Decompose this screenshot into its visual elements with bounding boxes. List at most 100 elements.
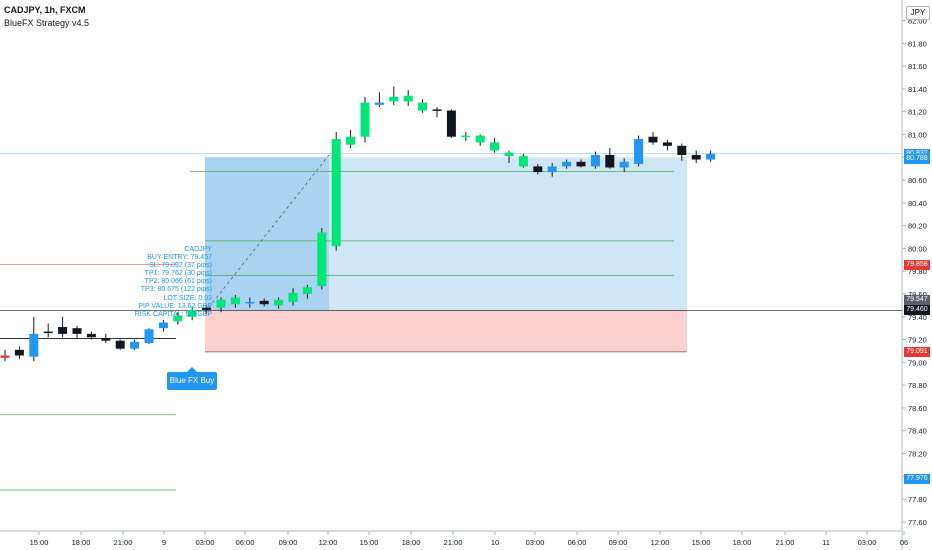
- price-tick-label: 80.60: [908, 176, 927, 185]
- trade-info-pip: PIP VALUE: 13.62 GBP: [138, 302, 212, 310]
- candle: [648, 132, 658, 145]
- candle: [403, 90, 413, 106]
- candle: [691, 150, 701, 163]
- candle: [58, 316, 68, 338]
- candle: [302, 284, 312, 299]
- currency-badge[interactable]: JPY: [906, 6, 930, 20]
- price-tick-label: 78.60: [908, 404, 927, 413]
- candle: [576, 159, 586, 168]
- candle: [29, 316, 39, 362]
- candle-body: [317, 232, 327, 287]
- price-tick-label: 80.00: [908, 244, 927, 253]
- buy-signal-label[interactable]: Blue FX Buy: [167, 367, 217, 390]
- candle: [115, 339, 125, 350]
- candle: [518, 153, 528, 168]
- candle-body: [677, 145, 687, 155]
- price-tag: 79.858: [904, 259, 930, 270]
- price-tag: 80.788: [904, 153, 930, 164]
- price-tag: 79.091: [904, 346, 930, 357]
- time-tick-label: 06:00: [568, 538, 587, 547]
- price-tick-label: 81.20: [908, 108, 927, 117]
- candle-body: [72, 328, 82, 334]
- candle-body: [605, 154, 615, 168]
- candle: [317, 227, 327, 290]
- candle-body: [576, 161, 586, 167]
- candle-body: [302, 287, 312, 294]
- candle: [72, 325, 82, 339]
- candlestick-series: [0, 86, 716, 362]
- candle-body: [346, 136, 356, 145]
- candle: [288, 288, 298, 306]
- candle: [446, 109, 456, 138]
- candle: [130, 339, 140, 350]
- candle-body: [518, 156, 528, 167]
- candle-body: [562, 161, 572, 167]
- candle-body: [331, 139, 341, 247]
- candle-body: [14, 349, 24, 356]
- candle: [230, 295, 240, 308]
- price-tick-label: 80.40: [908, 199, 927, 208]
- candle: [475, 134, 485, 146]
- time-tick-label: 18:00: [733, 538, 752, 547]
- price-tick-label: 81.80: [908, 39, 927, 48]
- trade-info-sl: SL: 79.092 (37 pips): [148, 262, 212, 270]
- trade-info-tp3: TP3: 80.675 (122 pips): [140, 286, 212, 294]
- candle: [662, 140, 672, 151]
- candle: [504, 150, 514, 163]
- price-tick-label: 78.80: [908, 381, 927, 390]
- candle-body: [389, 96, 399, 102]
- candle-body: [706, 153, 716, 160]
- candle-body: [43, 331, 53, 334]
- price-tick-label: 78.20: [908, 450, 927, 459]
- price-tick-label: 77.60: [908, 518, 927, 527]
- time-tick-label: 18:00: [72, 538, 91, 547]
- candle: [432, 107, 442, 118]
- trade-zones: [204, 154, 687, 352]
- trade-info-panel: CADJPY BUY ENTRY: 79.457 SL: 79.092 (37 …: [135, 246, 212, 319]
- candle: [86, 331, 96, 340]
- candle-body: [446, 110, 456, 137]
- time-tick-label: 06: [900, 538, 908, 547]
- price-tick-label: 79.60: [908, 290, 927, 299]
- candle-body: [360, 102, 370, 137]
- candle: [259, 298, 269, 307]
- candle: [374, 92, 384, 108]
- candle-body: [230, 297, 240, 305]
- time-tick-label: 21:00: [444, 538, 463, 547]
- candle-body: [0, 355, 10, 358]
- candle: [202, 305, 212, 314]
- trade-info-risk: RISK CAPITAL: 6.9 GBP: [134, 310, 212, 318]
- price-tag: 79.547: [904, 295, 930, 306]
- candle-body: [130, 341, 140, 349]
- candle: [158, 320, 168, 332]
- candle-body: [202, 307, 212, 310]
- price-tick-label: 79.80: [908, 267, 927, 276]
- candle: [245, 297, 255, 308]
- candle-body: [547, 166, 557, 173]
- loss-zone: [205, 310, 687, 352]
- horizontal-levels: [0, 153, 902, 491]
- time-tick-label: 11: [822, 538, 830, 547]
- candle: [706, 150, 716, 162]
- price-tick-label: 77.80: [908, 495, 927, 504]
- candle-body: [619, 161, 629, 168]
- candle-body: [634, 139, 644, 165]
- candle: [360, 96, 370, 143]
- candle: [547, 162, 557, 177]
- price-tag: 80.832: [904, 148, 930, 159]
- candle-body: [533, 166, 543, 173]
- candle: [331, 132, 341, 251]
- strategy-title: BlueFX Strategy v4.5: [4, 18, 90, 28]
- price-axis: 82.0081.8081.6081.4081.2081.0080.8080.60…: [902, 17, 927, 527]
- candle: [173, 312, 183, 325]
- trade-info-entry: BUY ENTRY: 79.457: [147, 254, 212, 262]
- time-tick-label: 12:00: [319, 538, 338, 547]
- candle-body: [115, 340, 125, 349]
- time-tick-label: 12:00: [651, 538, 670, 547]
- price-tick-label: 79.20: [908, 336, 927, 345]
- price-tick-label: 79.40: [908, 313, 927, 322]
- candle: [634, 135, 644, 167]
- price-tag: 79.460: [904, 304, 930, 315]
- time-tick-label: 10: [491, 538, 499, 547]
